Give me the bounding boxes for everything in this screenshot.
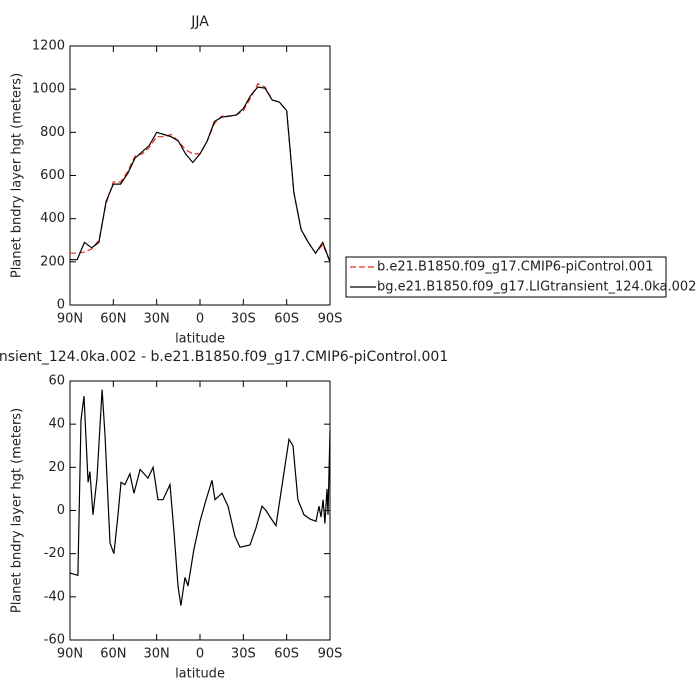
- data-line: [70, 86, 331, 263]
- y-tick-label: 40: [48, 417, 65, 432]
- x-tick-label: 0: [196, 312, 204, 327]
- x-tick-label: 60N: [100, 647, 126, 662]
- y-tick-label: 20: [48, 460, 65, 475]
- y-axis-label: Planet bndry layer hgt (meters): [10, 73, 25, 278]
- x-tick-label: 30N: [144, 312, 170, 327]
- x-tick-label: 0: [196, 647, 204, 662]
- legend-label: bg.e21.B1850.f09_g17.LIGtransient_124.0k…: [377, 280, 696, 295]
- x-tick-label: 90N: [57, 647, 83, 662]
- y-tick-label: -40: [44, 589, 65, 604]
- x-axis-label: latitude: [175, 667, 225, 682]
- chart-title: JJA: [190, 14, 209, 30]
- y-tick-label: 0: [57, 503, 65, 518]
- y-tick-label: 200: [40, 254, 65, 269]
- legend-label: b.e21.B1850.f09_g17.CMIP6-piControl.001: [377, 260, 653, 275]
- y-tick-label: 60: [48, 374, 65, 389]
- y-tick-label: 800: [40, 125, 65, 140]
- y-tick-label: 0: [57, 298, 65, 313]
- y-tick-label: -20: [44, 546, 65, 561]
- plot-frame: [69, 45, 331, 306]
- legend-box: [345, 256, 667, 298]
- x-tick-label: 60S: [274, 647, 299, 662]
- x-tick-label: 30S: [231, 647, 256, 662]
- chart-title: .LIGtransient_124.0ka.002 - b.e21.B1850.…: [0, 349, 448, 365]
- y-tick-label: 1000: [32, 82, 65, 97]
- y-axis-label: Planet bndry layer hgt (meters): [10, 408, 25, 613]
- x-tick-label: 90S: [318, 312, 343, 327]
- x-tick-label: 30S: [231, 312, 256, 327]
- data-line: [70, 83, 331, 263]
- data-line: [69, 389, 331, 606]
- y-tick-label: -60: [44, 633, 65, 648]
- x-tick-label: 60S: [274, 312, 299, 327]
- x-tick-label: 60N: [100, 312, 126, 327]
- y-tick-label: 600: [40, 168, 65, 183]
- x-axis-label: latitude: [175, 332, 225, 347]
- y-tick-label: 1200: [32, 39, 65, 54]
- x-tick-label: 90N: [57, 312, 83, 327]
- x-tick-label: 90S: [318, 647, 343, 662]
- y-tick-label: 400: [40, 211, 65, 226]
- x-tick-label: 30N: [144, 647, 170, 662]
